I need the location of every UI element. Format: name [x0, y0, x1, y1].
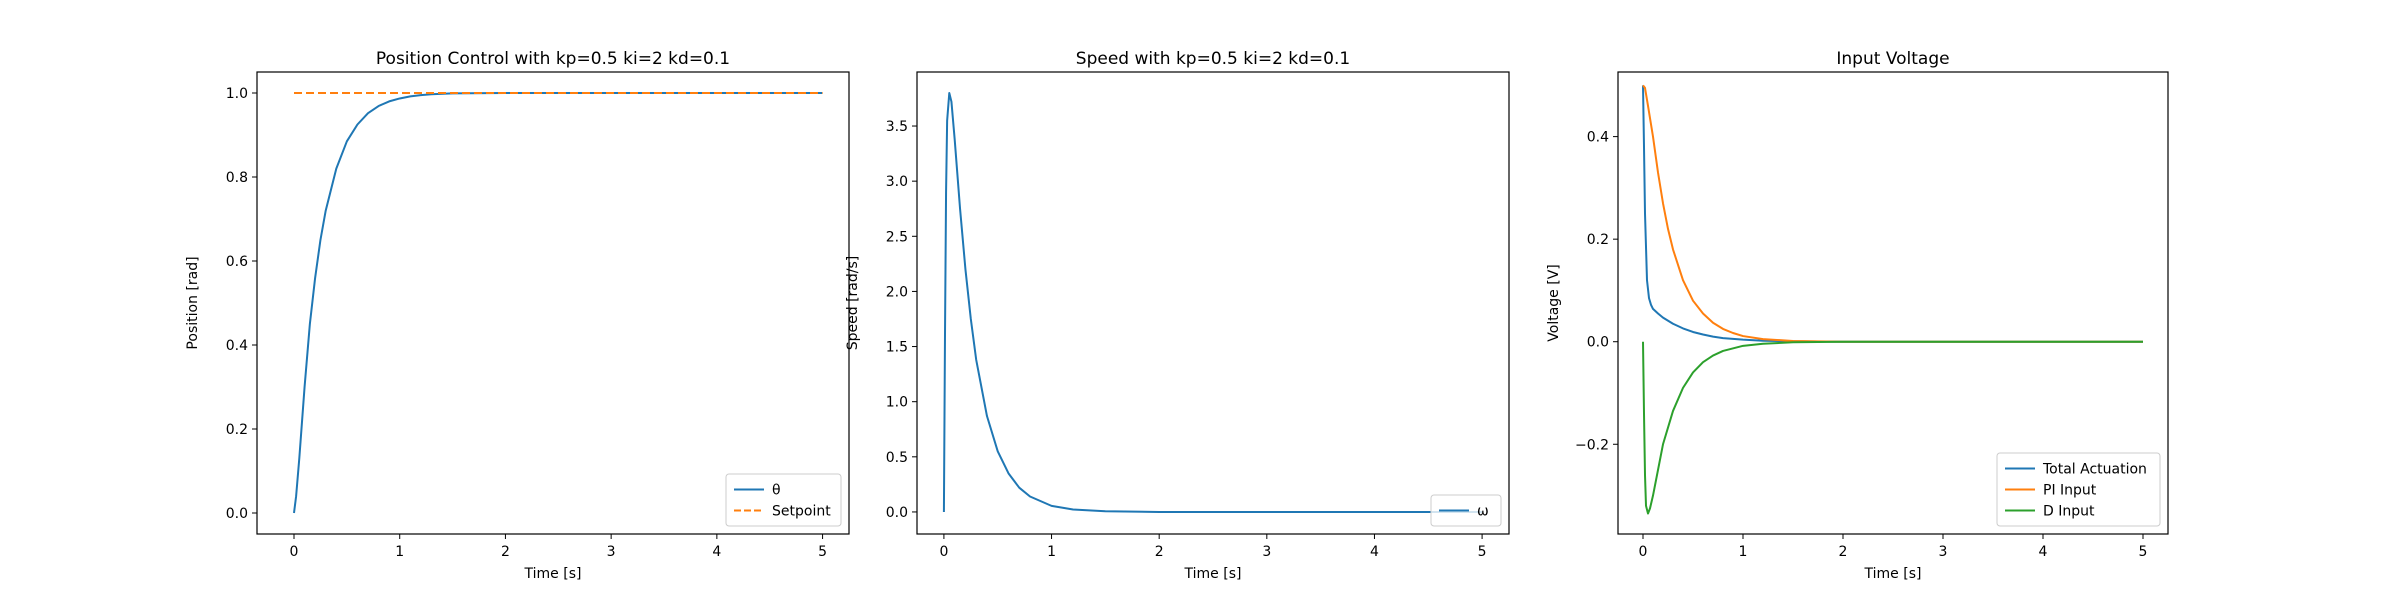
- legend-label: θ: [772, 483, 781, 499]
- y-axis-label: Voltage [V]: [1546, 264, 1562, 341]
- x-tick-label: 5: [2139, 544, 2148, 560]
- y-tick-label: 0.0: [1587, 335, 1609, 351]
- series-group: [942, 91, 1483, 513]
- x-tick-label: 4: [2039, 544, 2048, 560]
- x-tick-label: 4: [712, 544, 721, 560]
- x-tick-label: 0: [939, 544, 948, 560]
- legend: ω: [1430, 494, 1502, 527]
- y-tick-label: 2.5: [886, 229, 908, 245]
- chart-2: 0 1 2 3 4 5 0.0 0.5 1.0 1.5 2.0 2.5 3.0 3.5 Speed with…: [845, 49, 1510, 582]
- y-tick-label: 0.4: [1587, 130, 1609, 146]
- y-tick-label: 0.8: [226, 170, 248, 186]
- x-tick-label: 2: [1155, 544, 1164, 560]
- legend-label: Total Actuation: [2042, 462, 2147, 478]
- legend: Total Actuation PI Input D Input: [1996, 452, 2161, 527]
- series-line-1: [293, 92, 823, 514]
- chart-title: Position Control with kp=0.5 ki=2 kd=0.1: [376, 49, 730, 69]
- y-tick-label: 0.4: [226, 338, 248, 354]
- y-tick-label: 3.0: [886, 174, 908, 190]
- y-tick-label: 0.5: [886, 450, 908, 466]
- x-tick-label: 2: [501, 544, 510, 560]
- legend-label: ω: [1477, 504, 1489, 520]
- legend-box: [1996, 452, 2161, 527]
- chart-title: Speed with kp=0.5 ki=2 kd=0.1: [1076, 49, 1350, 69]
- x-tick-label: 3: [1939, 544, 1948, 560]
- series-line-1: [942, 91, 1483, 513]
- x-tick-label: 1: [1739, 544, 1748, 560]
- x-tick-label: 3: [607, 544, 616, 560]
- x-tick-label: 5: [1478, 544, 1487, 560]
- y-tick-label: 0.2: [226, 422, 248, 438]
- chart-3: 0 1 2 3 4 5 −0.2 0.0 0.2 0.4 Input Voltage Time [s]…: [1546, 49, 2169, 582]
- y-tick-label: 2.0: [886, 284, 908, 300]
- y-tick-label: 0.0: [886, 505, 908, 521]
- series-line-3: [1642, 340, 2143, 515]
- x-tick-label: 4: [1370, 544, 1379, 560]
- y-tick-label: 3.5: [886, 119, 908, 135]
- series-group: [293, 92, 823, 514]
- legend: θ Setpoint: [725, 473, 842, 527]
- x-axis-label: Time [s]: [1864, 566, 1922, 582]
- x-axis-label: Time [s]: [1184, 566, 1242, 582]
- plot-frame: [916, 71, 1510, 535]
- x-tick-label: 1: [395, 544, 404, 560]
- y-tick-label: 0.2: [1587, 232, 1609, 248]
- y-tick-label: −0.2: [1575, 437, 1609, 453]
- x-tick-label: 0: [290, 544, 299, 560]
- series-group: [1642, 84, 2143, 515]
- legend-label: Setpoint: [772, 504, 831, 520]
- y-tick-label: 1.0: [226, 86, 248, 102]
- x-axis-label: Time [s]: [524, 566, 582, 582]
- y-tick-label: 0.6: [226, 254, 248, 270]
- y-axis-label: Position [rad]: [185, 256, 201, 349]
- y-axis-label: Speed [rad/s]: [845, 256, 861, 351]
- x-tick-label: 0: [1639, 544, 1648, 560]
- plot-frame: [1617, 71, 2169, 535]
- legend-box: [725, 473, 842, 527]
- y-tick-label: 1.0: [886, 395, 908, 411]
- chart-1: 0 1 2 3 4 5 0.0 0.2 0.4 0.6 0.8 1.0 Position Control…: [185, 49, 850, 582]
- x-tick-label: 1: [1047, 544, 1056, 560]
- x-tick-label: 2: [1839, 544, 1848, 560]
- chart-title: Input Voltage: [1836, 49, 1949, 69]
- x-tick-label: 5: [818, 544, 827, 560]
- plot-frame: [256, 71, 850, 535]
- series-line-2: [1642, 84, 2143, 343]
- y-tick-label: 0.0: [226, 506, 248, 522]
- x-tick-label: 3: [1262, 544, 1271, 560]
- y-tick-label: 1.5: [886, 340, 908, 356]
- legend-label: PI Input: [2043, 483, 2097, 499]
- legend-label: D Input: [2043, 504, 2095, 520]
- series-line-1: [1642, 85, 2143, 343]
